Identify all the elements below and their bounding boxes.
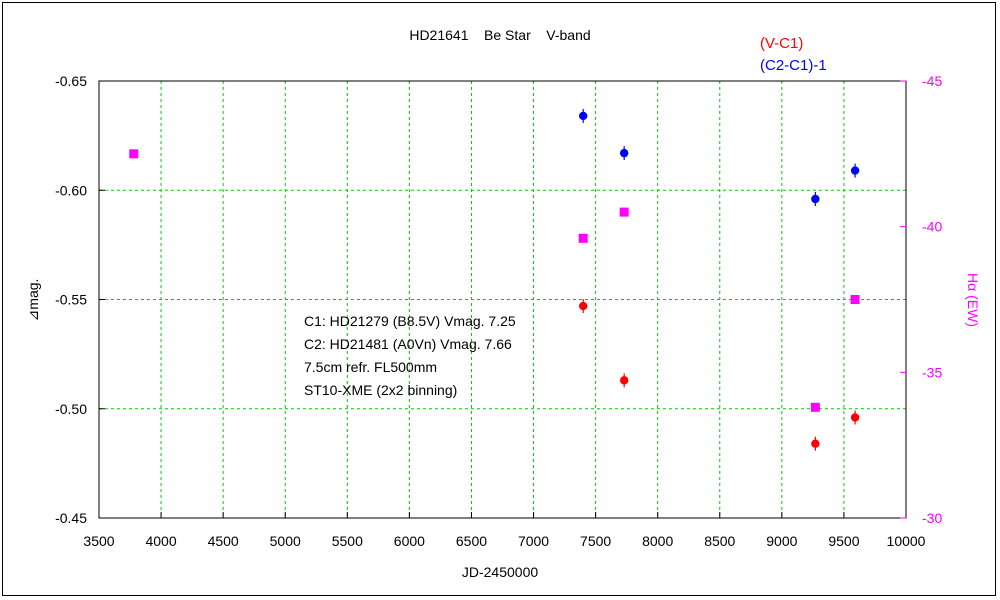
x-tick-label: 7500 xyxy=(580,533,611,549)
y2-tick-label: -40 xyxy=(922,219,942,235)
annotation-c2: C2: HD21481 (A0Vn) Vmag. 7.66 xyxy=(304,336,512,352)
data-point-halpha xyxy=(578,233,588,243)
x-tick-label: 5000 xyxy=(270,533,301,549)
y-tick-label: -0.45 xyxy=(55,510,87,526)
data-point-c2-c1 xyxy=(811,194,820,204)
x-tick-label: 9500 xyxy=(828,533,859,549)
legend-entry-v-c1: (V-C1) xyxy=(760,35,803,52)
data-point-halpha xyxy=(619,207,629,217)
x-tick-label: 4500 xyxy=(208,533,239,549)
data-point-v-c1 xyxy=(579,301,588,311)
y-tick-label: -0.60 xyxy=(55,182,87,198)
y2-axis-title: Hα (EW) xyxy=(965,273,981,327)
x-tick-label: 6500 xyxy=(456,533,487,549)
x-tick-label: 4000 xyxy=(145,533,176,549)
x-tick-labels: 3500 4000 4500 5000 5500 6000 6500 7000 7500 8000… xyxy=(83,533,925,549)
x-tick-label: 3500 xyxy=(83,533,114,549)
annotation-block: C1: HD21279 (B8.5V) Vmag. 7.25 C2: HD214… xyxy=(304,313,516,398)
x-tick-label: 9000 xyxy=(766,533,797,549)
annotation-camera: ST10-XME (2x2 binning) xyxy=(304,382,457,398)
y2-tick-labels: -45 -40 -35 -30 xyxy=(922,73,942,526)
x-tick-label: 5500 xyxy=(332,533,363,549)
y2-tick-label: -30 xyxy=(922,510,942,526)
x-tick-label: 8500 xyxy=(704,533,735,549)
y-tick-label: -0.50 xyxy=(55,401,87,417)
data-point-v-c1 xyxy=(619,376,629,385)
data-point-halpha xyxy=(810,402,820,412)
y-tick-label: -0.55 xyxy=(55,292,87,308)
chart-title: HD21641 Be Star V-band xyxy=(409,27,590,43)
annotation-c1: C1: HD21279 (B8.5V) Vmag. 7.25 xyxy=(304,313,516,329)
legend-entry-c2-c1: (C2-C1)-1 xyxy=(760,57,827,74)
data-point-c2-c1 xyxy=(579,111,588,121)
data-point-v-c1 xyxy=(811,439,820,448)
annotation-telescope: 7.5cm refr. FL500mm xyxy=(304,359,437,375)
data-points xyxy=(129,108,860,451)
y-tick-label: -0.65 xyxy=(55,73,87,89)
y2-tick-label: -45 xyxy=(922,73,942,89)
data-point-halpha xyxy=(850,295,860,304)
data-point-halpha xyxy=(129,149,139,159)
x-tick-label: 7000 xyxy=(518,533,549,549)
x-tick-label: 8000 xyxy=(642,533,673,549)
y-axis-title: ⊿mag. xyxy=(25,279,41,322)
x-tick-label: 10000 xyxy=(887,533,926,549)
ticks xyxy=(98,80,907,519)
y2-tick-label: -35 xyxy=(922,364,942,380)
grid xyxy=(99,81,906,518)
x-tick-label: 6000 xyxy=(394,533,425,549)
x-axis-title: JD-2450000 xyxy=(462,564,538,580)
data-point-c2-c1 xyxy=(619,148,629,158)
data-point-c2-c1 xyxy=(850,166,860,175)
data-point-v-c1 xyxy=(850,413,860,422)
y-tick-labels: -0.65 -0.60 -0.55 -0.50 -0.45 xyxy=(55,73,87,526)
